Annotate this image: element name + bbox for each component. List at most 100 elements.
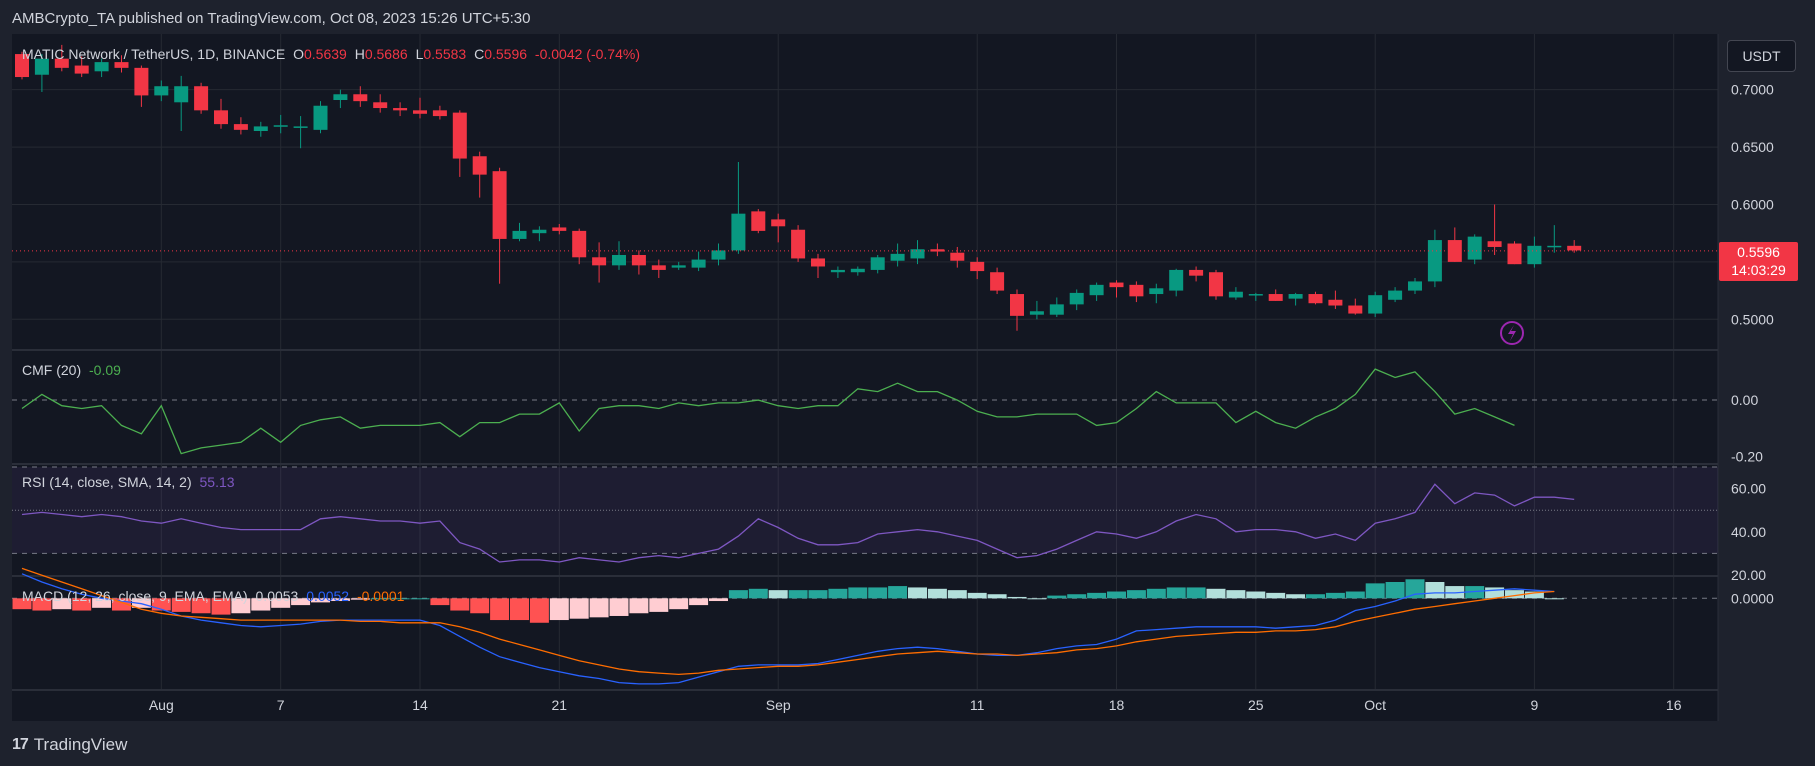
macd-histogram-bar (967, 592, 987, 599)
symbol-title[interactable]: MATIC Network / TetherUS, 1D, BINANCE (22, 46, 286, 62)
candle-body (393, 108, 408, 111)
candle-body (1109, 282, 1124, 288)
candle-body (1467, 236, 1482, 260)
tradingview-brand[interactable]: 17 TradingView (12, 735, 127, 755)
candle-body (293, 126, 308, 128)
candle-body (532, 229, 547, 234)
macd-histogram-bar (629, 598, 649, 614)
macd-histogram-bar (191, 598, 211, 614)
candle-body (194, 86, 209, 111)
candle-body (333, 94, 348, 100)
macd-histogram-bar (1226, 590, 1246, 599)
candle-body (1408, 281, 1422, 291)
alert-icon[interactable] (1500, 321, 1524, 345)
candle-body (1547, 245, 1562, 248)
y-tick-label: 60.00 (1731, 481, 1766, 497)
rsi-title[interactable]: RSI (14, close, SMA, 14, 2) (22, 474, 192, 490)
macd-histogram-bar (569, 598, 589, 619)
candle-body (1169, 269, 1184, 291)
y-tick-label: 40.00 (1731, 524, 1766, 540)
candle-body (890, 253, 905, 261)
candle-body (134, 67, 149, 96)
macd-histogram-bar (1306, 594, 1325, 599)
last-price: 0.5596 (1737, 244, 1780, 260)
candle-body (432, 110, 447, 117)
cmf-line (21, 368, 1515, 455)
macd-histogram-bar (1325, 592, 1345, 599)
candle-body (1189, 269, 1204, 276)
candle-body (950, 252, 965, 261)
candle-body (990, 272, 1005, 291)
macd-histogram-bar (1286, 594, 1306, 599)
macd-histogram-bar (748, 588, 768, 599)
macd-histogram-bar (1425, 582, 1445, 599)
candle-body (830, 269, 845, 273)
candle-body (572, 230, 587, 258)
candle-body (1507, 243, 1522, 265)
macd-histogram-bar (1345, 591, 1365, 599)
y-tick-label: 0.7000 (1731, 82, 1774, 98)
candle-body (1049, 304, 1064, 315)
macd-histogram-bar (1385, 582, 1405, 599)
candle-body (233, 124, 248, 130)
macd-histogram-bar (927, 588, 947, 599)
candle-body (492, 171, 507, 239)
macd-histogram-bar (12, 598, 32, 610)
candle-body (751, 211, 766, 231)
candle-body (15, 54, 29, 78)
macd-histogram-bar (1485, 587, 1505, 599)
macd-histogram-bar (430, 598, 450, 606)
macd-histogram-bar (1544, 598, 1564, 600)
candle-body (592, 257, 607, 266)
candle-body (651, 265, 666, 270)
rsi-value: 55.13 (199, 474, 235, 490)
x-tick-label: Aug (149, 697, 174, 713)
macd-title[interactable]: MACD (12, 26, close, 9, EMA, EMA) (22, 588, 248, 604)
macd-histogram-bar (768, 590, 788, 599)
candle-body (472, 156, 487, 175)
candle-body (154, 86, 169, 96)
price-axis[interactable]: 0.7000 0.6500 0.6000 0.5000 0.00 -0.20 60.00 40… (1731, 82, 1774, 607)
macd-histogram-bar (72, 598, 92, 611)
macd-histogram-bar (1166, 587, 1186, 599)
main-legend: MATIC Network / TetherUS, 1D, BINANCE O0… (22, 46, 644, 62)
candle-body (1567, 245, 1582, 251)
candle-body (1427, 240, 1442, 282)
macd-histogram-bar (1047, 595, 1067, 599)
ohlc-low: L0.5583 (415, 46, 467, 62)
candle-series (12, 44, 1718, 331)
macd-line (21, 573, 1555, 685)
macd-signal-value: -0.0001 (356, 588, 405, 604)
cmf-pane (21, 368, 1515, 455)
x-tick-label: 7 (277, 697, 285, 713)
time-axis[interactable]: Aug 7 14 21 Sep 11 18 25 Oct 9 16 (149, 697, 1682, 713)
macd-histogram-bar (848, 587, 868, 599)
macd-histogram-bar (1266, 592, 1286, 599)
cmf-title[interactable]: CMF (20) (22, 362, 82, 378)
macd-histogram-bar (390, 598, 410, 600)
candle-body (711, 250, 726, 260)
macd-histogram-bar (1146, 588, 1166, 599)
macd-histogram-bar (1465, 586, 1485, 599)
candle-body (373, 102, 388, 109)
currency-button[interactable]: USDT (1727, 40, 1796, 72)
macd-histogram-bar (529, 598, 549, 623)
macd-histogram-bar (947, 590, 967, 599)
x-tick-label: 18 (1109, 697, 1125, 713)
macd-histogram-bar (709, 598, 728, 602)
x-tick-label: Oct (1364, 697, 1386, 713)
macd-histogram-bar (92, 598, 112, 608)
x-tick-label: 16 (1666, 697, 1682, 713)
macd-histogram-bar (32, 598, 52, 611)
macd-histogram-bar (689, 598, 709, 606)
candle-body (273, 125, 288, 127)
macd-histogram-bar (1206, 588, 1226, 599)
candle-body (1089, 284, 1104, 296)
y-tick-label: 0.6500 (1731, 139, 1774, 155)
macd-histogram-bar (490, 598, 510, 621)
brand-name: TradingView (33, 735, 128, 754)
candle-body (74, 65, 89, 74)
x-tick-label: 14 (412, 697, 428, 713)
candle-body (771, 219, 786, 227)
